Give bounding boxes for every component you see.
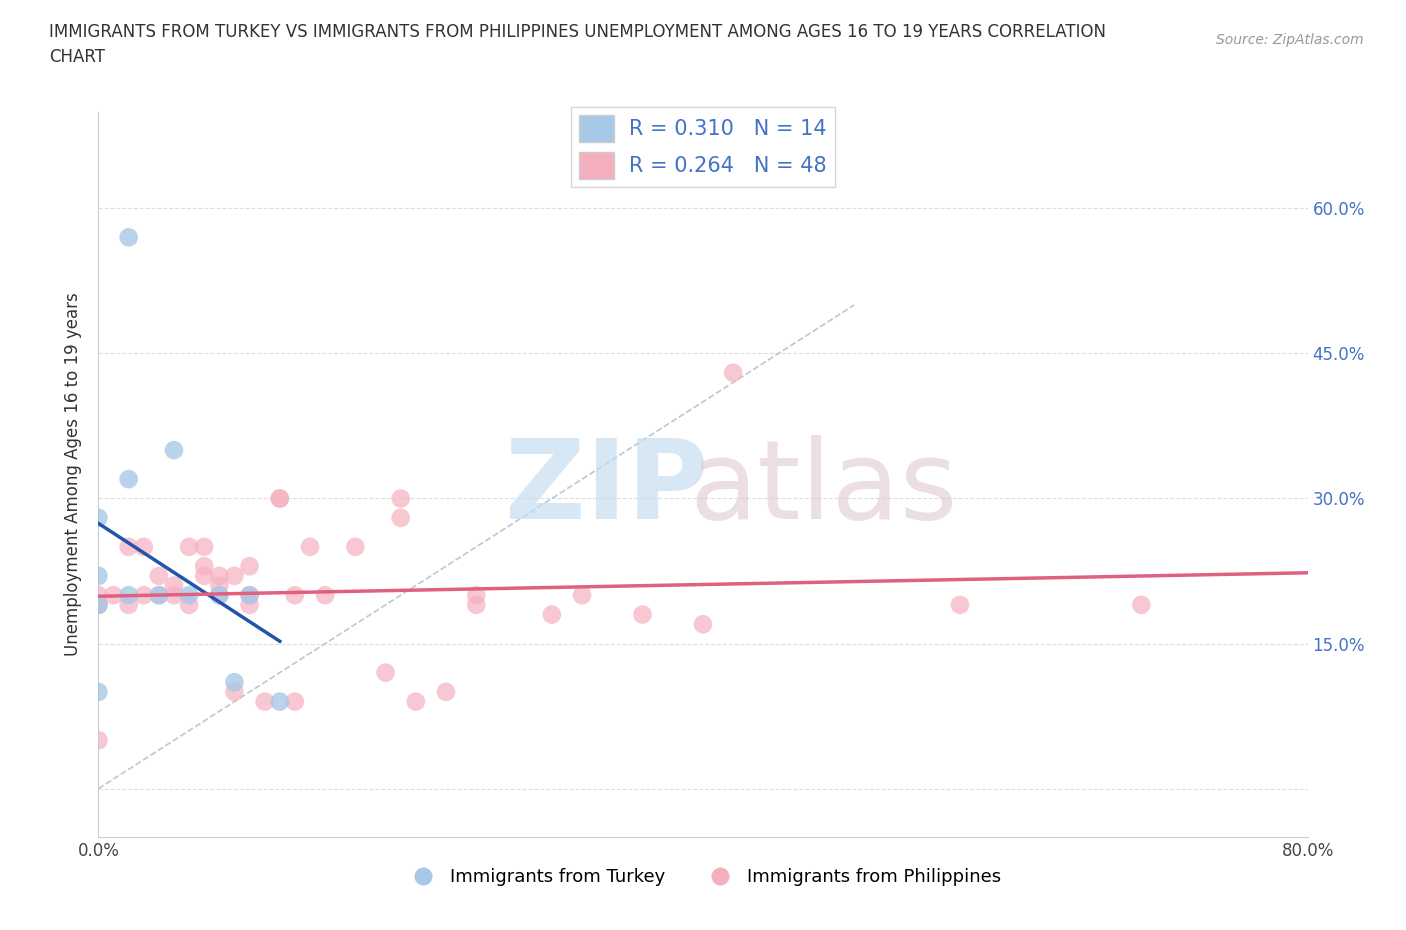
Point bbox=[239, 588, 262, 603]
Point bbox=[949, 597, 972, 612]
Point bbox=[163, 588, 186, 603]
Point bbox=[87, 511, 110, 525]
Point bbox=[314, 588, 336, 603]
Point bbox=[87, 588, 110, 603]
Point bbox=[434, 684, 457, 699]
Point bbox=[374, 665, 396, 680]
Point bbox=[299, 539, 322, 554]
Point bbox=[284, 694, 307, 709]
Point bbox=[118, 588, 141, 603]
Legend: Immigrants from Turkey, Immigrants from Philippines: Immigrants from Turkey, Immigrants from … bbox=[398, 861, 1008, 893]
Point bbox=[239, 597, 262, 612]
Text: IMMIGRANTS FROM TURKEY VS IMMIGRANTS FROM PHILIPPINES UNEMPLOYMENT AMONG AGES 16: IMMIGRANTS FROM TURKEY VS IMMIGRANTS FRO… bbox=[49, 23, 1107, 41]
Point bbox=[118, 597, 141, 612]
Point bbox=[132, 588, 155, 603]
Y-axis label: Unemployment Among Ages 16 to 19 years: Unemployment Among Ages 16 to 19 years bbox=[65, 292, 83, 657]
Point bbox=[465, 588, 488, 603]
Point bbox=[389, 511, 412, 525]
Point bbox=[208, 588, 231, 603]
Point bbox=[224, 684, 246, 699]
Point bbox=[389, 491, 412, 506]
Text: CHART: CHART bbox=[49, 48, 105, 66]
Point bbox=[465, 597, 488, 612]
Point bbox=[540, 607, 562, 622]
Point bbox=[87, 597, 110, 612]
Point bbox=[118, 472, 141, 486]
Point bbox=[269, 491, 291, 506]
Point bbox=[87, 733, 110, 748]
Point bbox=[208, 588, 231, 603]
Point bbox=[1130, 597, 1153, 612]
Point bbox=[631, 607, 654, 622]
Point bbox=[118, 539, 141, 554]
Point bbox=[239, 588, 262, 603]
Point bbox=[179, 539, 201, 554]
Point bbox=[723, 365, 745, 380]
Point bbox=[163, 578, 186, 593]
Point bbox=[224, 675, 246, 690]
Point bbox=[87, 568, 110, 583]
Point bbox=[269, 694, 291, 709]
Point bbox=[148, 588, 170, 603]
Point bbox=[193, 559, 215, 574]
Point bbox=[193, 568, 215, 583]
Point bbox=[118, 230, 141, 245]
Point bbox=[87, 684, 110, 699]
Text: ZIP: ZIP bbox=[505, 435, 709, 542]
Point bbox=[87, 597, 110, 612]
Point bbox=[344, 539, 367, 554]
Point bbox=[224, 568, 246, 583]
Text: Source: ZipAtlas.com: Source: ZipAtlas.com bbox=[1216, 33, 1364, 46]
Point bbox=[269, 491, 291, 506]
Point bbox=[193, 539, 215, 554]
Point bbox=[179, 588, 201, 603]
Point bbox=[132, 539, 155, 554]
Point bbox=[239, 559, 262, 574]
Point bbox=[103, 588, 125, 603]
Point bbox=[571, 588, 593, 603]
Point bbox=[208, 568, 231, 583]
Point bbox=[253, 694, 276, 709]
Point bbox=[148, 588, 170, 603]
Point bbox=[163, 443, 186, 458]
Point bbox=[148, 568, 170, 583]
Point bbox=[179, 597, 201, 612]
Point bbox=[87, 597, 110, 612]
Point bbox=[284, 588, 307, 603]
Point bbox=[692, 617, 714, 631]
Point bbox=[405, 694, 427, 709]
Point bbox=[208, 578, 231, 593]
Text: atlas: atlas bbox=[690, 435, 957, 542]
